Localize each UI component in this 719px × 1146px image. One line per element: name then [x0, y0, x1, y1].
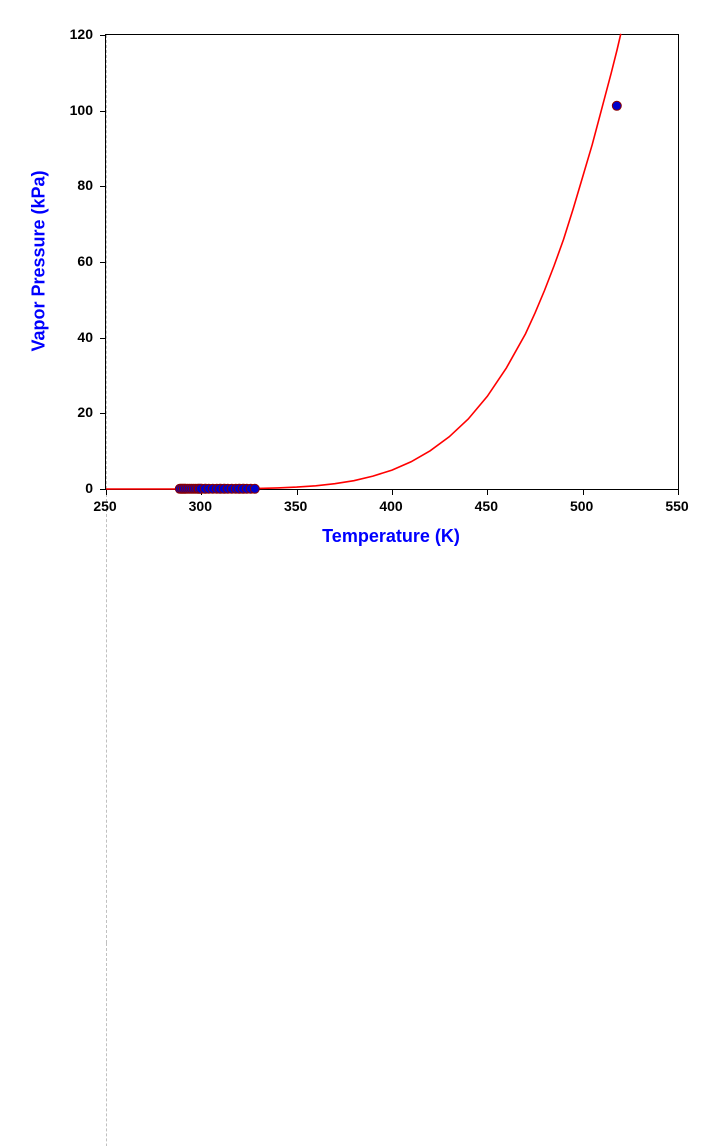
y-tick-label: 20 — [77, 404, 93, 420]
y-tick-label: 80 — [77, 177, 93, 193]
x-tick-label: 500 — [570, 498, 593, 514]
fit-curve — [106, 35, 678, 489]
vapor-pressure-chart: Temperature (K) Vapor Pressure (kPa) 250… — [0, 0, 719, 573]
y-tick-label: 120 — [70, 26, 93, 42]
x-tick-label: 450 — [475, 498, 498, 514]
grid-line-vertical — [106, 943, 107, 1146]
x-tick-label: 300 — [189, 498, 212, 514]
x-tick-label: 400 — [379, 498, 402, 514]
x-tick-label: 350 — [284, 498, 307, 514]
y-tick-label: 40 — [77, 329, 93, 345]
y-tick-label: 60 — [77, 253, 93, 269]
x-tick-label: 550 — [665, 498, 688, 514]
data-point — [250, 484, 260, 494]
x-axis-label: Temperature (K) — [322, 526, 460, 547]
y-axis-label: Vapor Pressure (kPa) — [29, 170, 50, 351]
plot-area — [105, 34, 679, 490]
x-tick-label: 250 — [93, 498, 116, 514]
grid-line-vertical — [106, 489, 107, 943]
y-tick-label: 100 — [70, 102, 93, 118]
y-tick-label: 0 — [85, 480, 93, 496]
